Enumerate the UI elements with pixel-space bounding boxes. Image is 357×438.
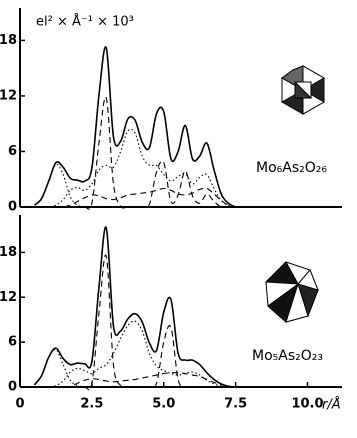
y-tick-label: 12: [0, 88, 17, 103]
y-tick-label: 12: [0, 290, 17, 305]
y-tick-label: 6: [8, 144, 17, 159]
x-tick-label: 7.5: [224, 397, 247, 412]
y-tick-label: 18: [0, 33, 17, 48]
curve: [34, 255, 235, 390]
x-tick-label: 2.5: [80, 397, 103, 412]
polyhedra-bottom: [266, 262, 318, 322]
x-tick-label: 5.0: [152, 397, 175, 412]
figure: el² × Å⁻¹ × 10³ Mo₆As₂O₂₆ Mo₅As₂O₂₃ r/Å …: [0, 0, 357, 438]
compound-label: Mo₅As₂O₂₃: [252, 348, 323, 364]
x-axis-label: r/Å: [322, 397, 341, 413]
y-tick-label: 0: [8, 200, 17, 215]
x-tick-label: 10.0: [291, 397, 323, 412]
compound-label: Mo₆As₂O₂₆: [256, 160, 327, 176]
x-tick-label: 0: [15, 397, 24, 412]
y-axis-label: el² × Å⁻¹ × 10³: [36, 14, 134, 30]
polyhedra-top: [282, 66, 324, 114]
curve: [34, 227, 235, 387]
curve: [34, 97, 235, 209]
curve: [34, 349, 235, 387]
curve: [34, 321, 235, 387]
curve: [34, 47, 235, 207]
curve: [34, 188, 235, 207]
y-tick-label: 0: [8, 380, 17, 395]
y-tick-label: 6: [8, 335, 17, 350]
y-tick-label: 18: [0, 245, 17, 260]
